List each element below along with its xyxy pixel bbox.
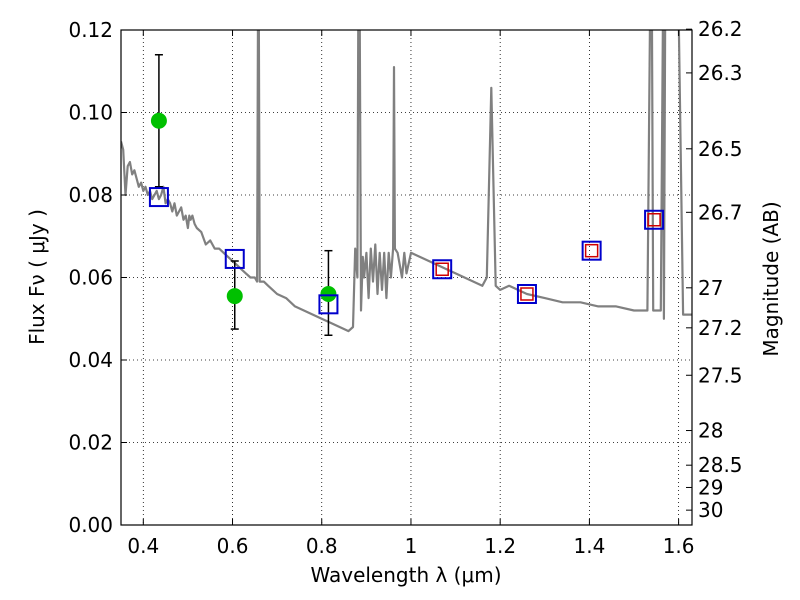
x-tick-label: 0.6 xyxy=(217,534,249,558)
model-photometry-inner-square xyxy=(584,243,599,258)
model-photometry-square xyxy=(581,240,602,261)
x-axis-label: Wavelength λ (μm) xyxy=(310,563,501,587)
model-photometry-square xyxy=(644,209,665,230)
right-tick-label: 28 xyxy=(698,419,723,443)
right-tick-label: 27.2 xyxy=(698,316,743,340)
model-photometry-inner-square xyxy=(435,262,449,276)
grid xyxy=(121,30,692,525)
x-tick-label: 1.2 xyxy=(484,534,516,558)
y-tick-label: 0.00 xyxy=(68,513,113,537)
y-tick-label: 0.06 xyxy=(68,266,113,290)
y-axis-label: Flux Fν ( μJy ) xyxy=(25,209,49,345)
observed-data-point xyxy=(226,288,243,305)
model-photometry-square xyxy=(432,259,453,280)
x-tick-label: 1 xyxy=(405,534,418,558)
right-tick-label: 30 xyxy=(698,498,723,522)
right-tick-label: 27.5 xyxy=(698,363,743,387)
model-photometry-square xyxy=(516,284,537,304)
right-tick-label: 26.2 xyxy=(698,17,743,41)
x-tick-label: 0.4 xyxy=(127,534,159,558)
right-tick-label: 27 xyxy=(698,276,723,300)
right-tick-label: 29 xyxy=(698,475,723,499)
marker-layer xyxy=(148,54,665,336)
axes: 0.4 0.6 0.8 1 1.2 1.4 1.6 0.00 0.02 0.04 0.06 0.08 0… xyxy=(68,17,742,558)
x-tick-label: 1.4 xyxy=(573,534,605,558)
x-tick-label: 1.6 xyxy=(663,534,695,558)
y-tick-label: 0.04 xyxy=(68,348,113,372)
right-tick-label: 26.5 xyxy=(698,137,743,161)
right-tick-label: 26.3 xyxy=(698,61,743,85)
y-tick-label: 0.02 xyxy=(68,431,113,455)
model-photometry-square xyxy=(148,187,169,208)
observed-data-point xyxy=(320,286,337,302)
observed-data-point xyxy=(150,112,167,129)
y-axis-right-label: Magnitude (AB) xyxy=(759,201,783,356)
model-photometry-inner-square xyxy=(647,213,661,227)
right-tick-label: 28.5 xyxy=(698,453,743,477)
right-tick-label: 26.7 xyxy=(698,200,743,224)
y-tick-label: 0.10 xyxy=(68,101,113,125)
model-photometry-inner-square xyxy=(520,287,534,301)
model-photometry-square xyxy=(224,248,245,269)
y-tick-label: 0.08 xyxy=(68,183,113,207)
x-tick-label: 0.8 xyxy=(306,534,338,558)
model-photometry-square xyxy=(318,294,339,315)
y-tick-label: 0.12 xyxy=(68,18,113,42)
